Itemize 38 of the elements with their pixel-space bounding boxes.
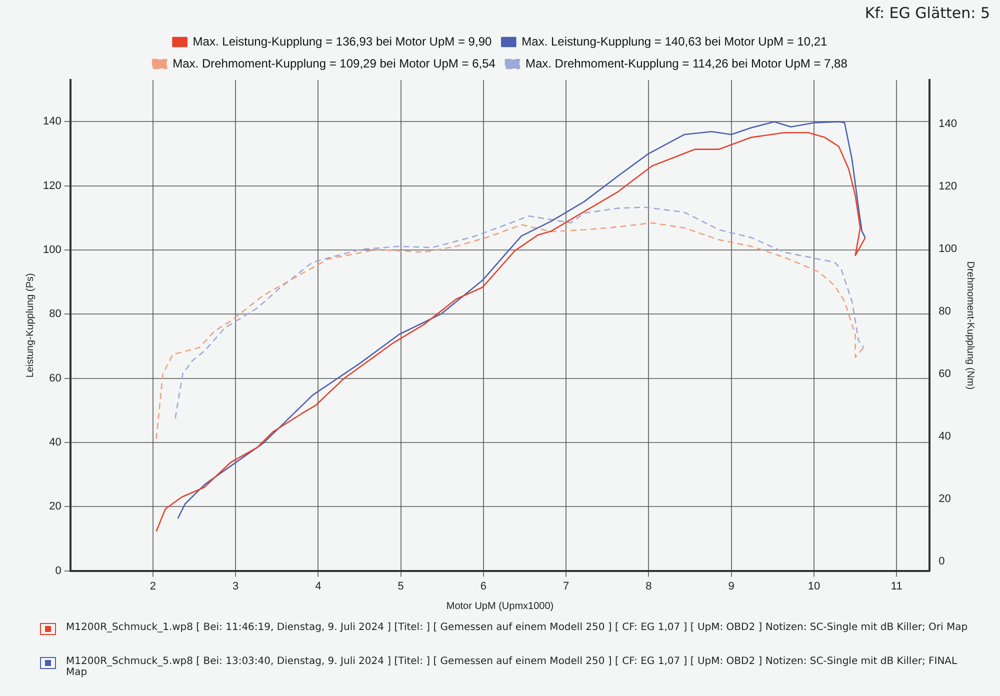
y2-tick-label: 80	[938, 305, 951, 318]
y-tick-label: 100	[42, 244, 62, 256]
line-series	[174, 206, 864, 419]
x-axis-title: Motor UpM (Upmx1000)	[446, 600, 554, 612]
y2-tick-label: 140	[938, 118, 958, 130]
x-tick-label: 2	[150, 580, 156, 592]
x-tick-label: 5	[398, 580, 404, 592]
y2-tick-label: 0	[938, 555, 945, 568]
y2-tick-label: 100	[938, 242, 958, 255]
text: Kf: EG Glätten: 5	[864, 4, 990, 22]
x-tick-label: 8	[646, 580, 652, 592]
y2-tick-label: 20	[938, 492, 951, 505]
y2-tick-label: 40	[938, 430, 951, 442]
x-tick-label: 10	[808, 580, 820, 592]
y2-tick-label: 120	[938, 180, 958, 192]
y-tick-label: 0	[55, 564, 62, 577]
legend-label: Max. Drehmoment-Kupplung = 109,29 bei Motor UpM = 6,54	[172, 56, 496, 70]
y-axis-title: Leistung-Kupplung (Ps)	[24, 273, 36, 378]
legend-label: Max. Drehmoment-Kupplung = 114,26 bei Motor UpM = 7,88	[525, 56, 848, 70]
y2-tick-label: 60	[938, 368, 951, 380]
y-tick-label: 20	[49, 500, 62, 513]
y-tick-label: 120	[42, 180, 62, 192]
x-tick-label: 6	[480, 580, 487, 592]
x-tick-label: 4	[315, 580, 322, 592]
x-tick-label: 11	[890, 580, 902, 592]
y-tick-label: 80	[49, 308, 62, 320]
line-series	[156, 222, 864, 440]
y-tick-label: 40	[49, 436, 62, 449]
text: M1200R_Schmuck_5.wp8 [ Bei: 13:03:40, Dienstag, 9. Juli 2024 ] [Titel: ] [ Gemessen auf einem Modell 250 ] [ CF: EG 1,07 ] [ UpM: OBD2 ] Notizen: SC-Single mit dB Killer; FINAL Map	[66, 656, 958, 678]
x-tick-label: 7	[563, 580, 570, 592]
x-tick-label: 9	[728, 580, 734, 592]
x-tick-label: 3	[232, 580, 239, 592]
y2-axis-title: Drehmoment-Kupplung (Nm)	[964, 261, 976, 390]
text: M1200R_Schmuck_1.wp8 [ Bei: 11:46:19, Dienstag, 9. Juli 2024 ] [Titel: ] [ Gemessen auf einem Modell 250 ] [ CF: EG 1,07 ] [ UpM: OBD2 ] Notizen: SC-Single mit dB Killer; Ori Map	[66, 622, 968, 633]
legend-label: Max. Leistung-Kupplung = 136,93 bei Motor UpM = 9,90	[192, 34, 492, 48]
y-tick-label: 140	[42, 116, 62, 128]
y-tick-label: 60	[49, 372, 62, 384]
legend-label: Max. Leistung-Kupplung = 140,63 bei Motor UpM = 10,21	[522, 34, 828, 48]
